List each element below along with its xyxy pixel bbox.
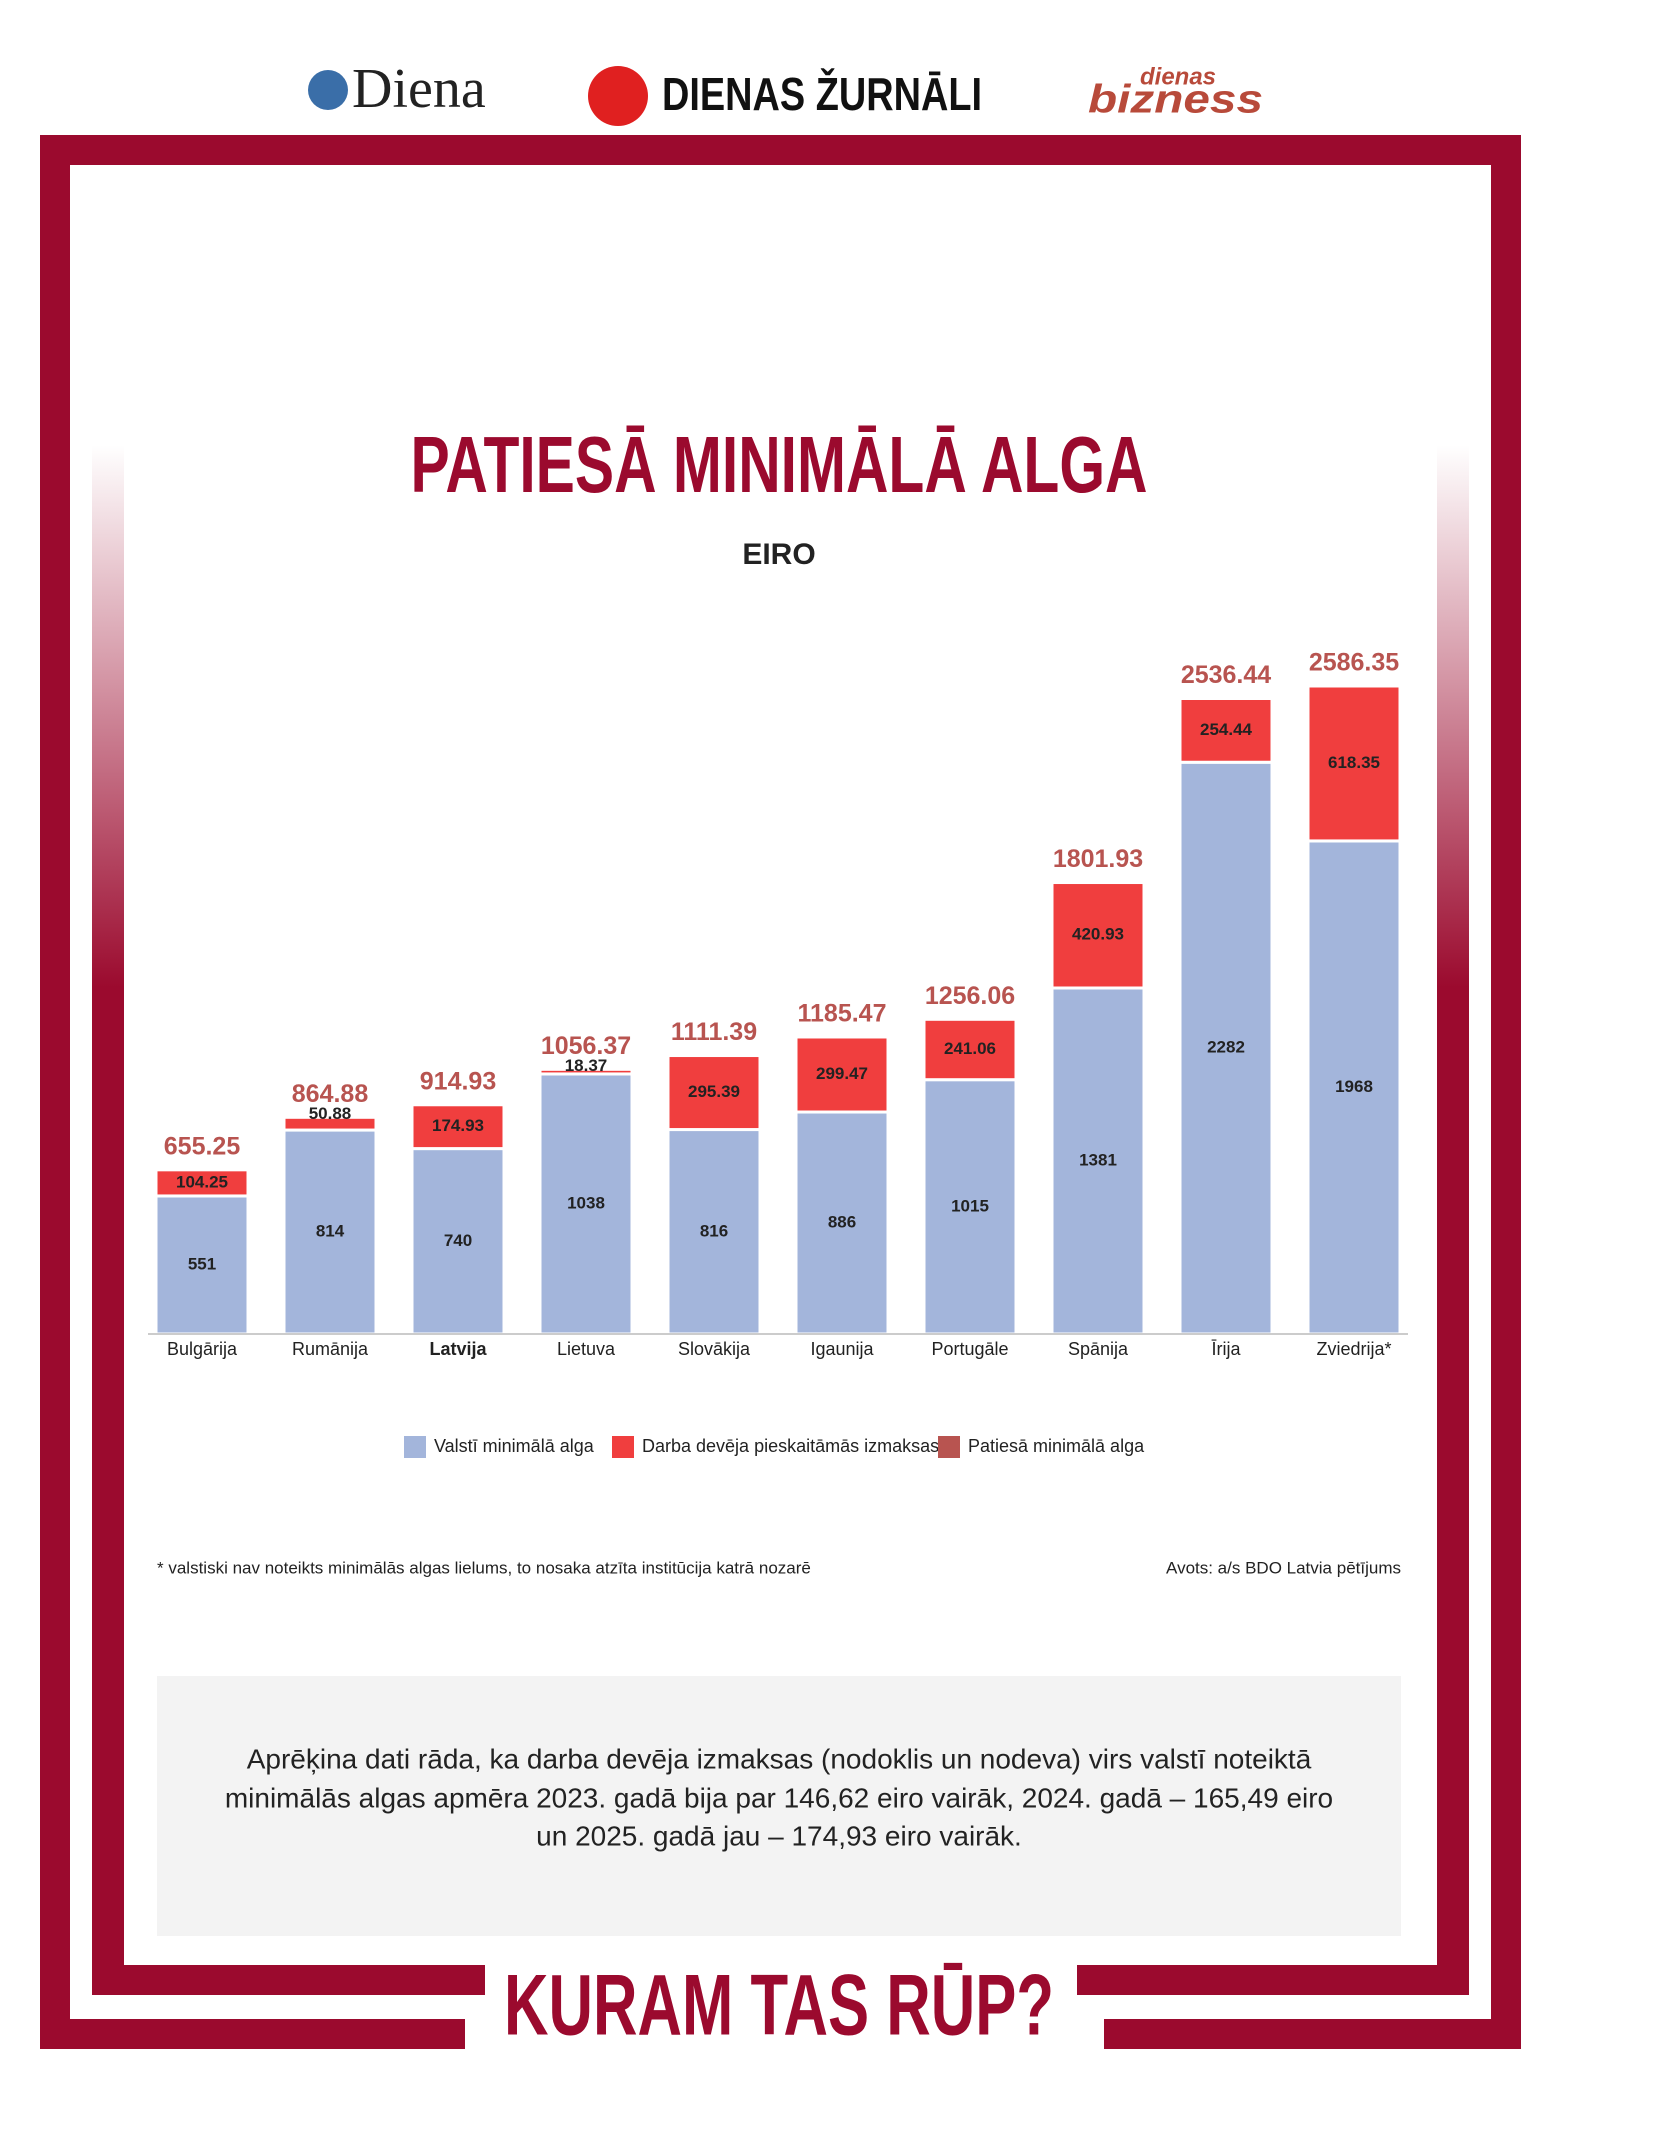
value-label: 1381 [1079,1150,1117,1169]
bar-segment [1178,697,1274,764]
total-label: 1056.37 [541,1032,631,1060]
value-label: 18.37 [565,1056,608,1075]
value-label: 886 [828,1212,856,1231]
bar-segment [922,1017,1018,1082]
bar-segment [538,1067,634,1076]
value-label: 814 [316,1222,345,1241]
chart-title: PATIESĀ MINIMĀLĀ ALGA [411,420,1148,509]
total-label: 1801.93 [1053,845,1143,873]
value-label: 295.39 [688,1082,740,1101]
value-label: 299.47 [816,1064,868,1083]
footer-title: KURAM TAS RŪP? [504,1958,1054,2054]
value-label: 174.93 [432,1116,484,1135]
value-label: 2282 [1207,1038,1245,1057]
legend-swatch [404,1436,426,1458]
legend-label: Darba devēja pieskaitāmās izmaksas [642,1436,939,1456]
bar-segment [1178,760,1274,1336]
value-label: 618.35 [1328,753,1380,772]
note-box [157,1676,1401,1936]
total-label: 1256.06 [925,982,1015,1010]
x-tick-label: Slovākija [678,1339,751,1359]
logo-dienas-zurnali: DIENAS ŽURNĀLI [662,68,982,120]
logo-icon [588,66,648,126]
value-label: 50.88 [309,1104,352,1123]
value-label: 420.93 [1072,925,1124,944]
total-label: 2536.44 [1181,661,1271,689]
logo-bizness: bizness [1088,78,1263,122]
x-tick-label: Īrija [1211,1339,1241,1359]
value-label: 740 [444,1231,472,1250]
note-line: un 2025. gadā jau – 174,93 eiro vairāk. [536,1820,1022,1851]
value-label: 551 [188,1254,216,1273]
logo-dienas: dienas [1140,63,1216,90]
total-label: 1111.39 [671,1018,757,1046]
bar-segment [666,1054,762,1132]
value-label: 1038 [567,1193,605,1212]
globe-icon [308,70,348,110]
bar-segment [922,1078,1018,1336]
x-tick-label: Rumānija [292,1339,369,1359]
x-tick-label: Igaunija [810,1339,874,1359]
inner-frame-left [92,445,124,1995]
bar-segment [410,1103,506,1151]
legend-swatch [938,1436,960,1458]
total-label: 655.25 [164,1132,241,1160]
total-label: 1185.47 [798,1000,887,1028]
bar-segment [1050,881,1146,990]
inner-frame-bottom-left [92,1965,485,1995]
bar-segment [154,1168,250,1198]
note-line: minimālās algas apmēra 2023. gadā bija p… [225,1782,1333,1813]
x-tick-label: Latvija [429,1339,487,1359]
bar-segment [794,1035,890,1114]
x-tick-label: Lietuva [557,1339,616,1359]
bar-segment [282,1128,378,1336]
source: Avots: a/s BDO Latvia pētījums [1166,1558,1401,1577]
total-label: 2586.35 [1309,649,1399,677]
value-label: 1968 [1335,1077,1373,1096]
logo-diena: Diena [352,58,486,120]
chart-subtitle: EIRO [742,538,815,571]
legend-label: Valstī minimālā alga [434,1436,595,1456]
value-label: 1015 [951,1196,989,1215]
x-tick-label: Portugāle [931,1339,1008,1359]
legend-label: Patiesā minimālā alga [968,1436,1145,1456]
bar-segment [1050,986,1146,1336]
value-label: 241.06 [944,1039,996,1058]
value-label: 104.25 [176,1172,228,1191]
bar-segment [282,1115,378,1132]
total-label: 914.93 [420,1067,496,1095]
x-tick-label: Spānija [1068,1339,1129,1359]
note-line: Aprēķina dati rāda, ka darba devēja izma… [247,1743,1312,1774]
x-tick-label: Zviedrija* [1316,1339,1391,1359]
x-tick-label: Bulgārija [167,1339,238,1359]
footnote: * valstiski nav noteikts minimālās algas… [157,1558,811,1577]
inner-frame-bottom-right [1077,1965,1469,1995]
bar-segment [154,1194,250,1336]
inner-frame-right [1437,445,1469,1995]
total-label: 864.88 [292,1080,369,1108]
value-label: 816 [700,1221,728,1240]
value-label: 254.44 [1200,720,1253,739]
bar-segment [1306,684,1402,843]
legend-swatch [612,1436,634,1458]
